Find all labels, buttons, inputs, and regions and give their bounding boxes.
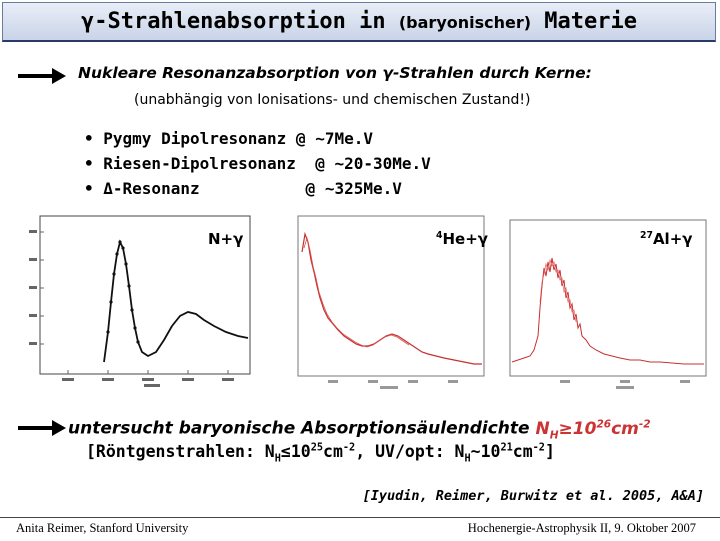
nh-exponent: 26 xyxy=(596,418,612,430)
label-main: Al+γ xyxy=(652,230,693,248)
bullet-item: • Pygmy Dipolresonanz @ ~7Me.V xyxy=(84,129,373,148)
uv-subscript: H xyxy=(464,453,471,465)
column-density-highlight: NH≥1026cm-2 xyxy=(535,418,651,442)
footer-course: Hochenergie-Astrophysik II, 9. Oktober 2… xyxy=(467,521,696,535)
title-part2: (baryonischer) xyxy=(398,13,532,32)
intro-line2: (unabhängig von Ionisations- und chemisc… xyxy=(134,92,531,108)
bullet-item: • Riesen-Dipolresonanz @ ~20-30Me.V xyxy=(84,154,431,173)
title-part1: γ-Strahlenabsorption in xyxy=(80,9,399,34)
xray-exponent: 25 xyxy=(310,442,324,454)
title-bar: γ-Strahlenabsorption in (baryonischer) M… xyxy=(2,2,716,42)
uv-text: , UV/opt: N xyxy=(355,442,465,461)
xray-value: ≤10 xyxy=(280,442,311,461)
plot-label-al-gamma: 27Al+γ xyxy=(640,230,693,248)
slide-title: γ-Strahlenabsorption in (baryonischer) M… xyxy=(81,9,637,34)
plot-n-gamma xyxy=(28,212,260,392)
footer: Anita Reimer, Stanford University Hochen… xyxy=(0,517,720,541)
uv-value: ~10 xyxy=(470,442,501,461)
conclusion-text: untersucht baryonische Absorptionsäulend… xyxy=(68,418,536,439)
bullet-item: • Δ-Resonanz @ ~325Me.V xyxy=(84,179,402,198)
reference-citation: [Iyudin, Reimer, Burwitz et al. 2005, A&… xyxy=(362,488,704,504)
uv-unit-exponent: -2 xyxy=(532,442,545,454)
plot-label-n-gamma: N+γ xyxy=(208,230,244,248)
plot-he-gamma xyxy=(288,212,488,392)
label-main: He+γ xyxy=(442,230,488,248)
title-part3: Materie xyxy=(531,9,638,34)
uv-exponent: 21 xyxy=(500,442,513,454)
label-superscript: 27 xyxy=(640,230,653,241)
nh-subscript: H xyxy=(549,429,559,442)
nh-symbol: N xyxy=(535,418,550,439)
nh-unit-exponent: -2 xyxy=(638,418,651,430)
xray-text: [Röntgenstrahlen: N xyxy=(86,442,275,461)
arrow-right-icon xyxy=(18,420,66,436)
footer-author: Anita Reimer, Stanford University xyxy=(16,521,189,535)
label-superscript: 4 xyxy=(436,230,443,241)
bullet-list: • Pygmy Dipolresonanz @ ~7Me.V • Riesen-D… xyxy=(84,126,431,201)
conclusion-line2: [Röntgenstrahlen: NH≤1025cm-2, UV/opt: N… xyxy=(86,442,555,464)
arrow-right-icon xyxy=(18,68,66,84)
nh-unit: cm xyxy=(611,418,639,439)
intro-line1: Nukleare Resonanzabsorption von γ-Strahl… xyxy=(78,64,592,82)
nh-value: ≥10 xyxy=(558,418,597,439)
xray-unit-exponent: -2 xyxy=(342,442,356,454)
xray-unit: cm xyxy=(323,442,343,461)
uv-unit: cm xyxy=(512,442,533,461)
xray-subscript: H xyxy=(274,453,281,465)
plot-label-he-gamma: 4He+γ xyxy=(436,230,488,248)
conclusion-line1: untersucht baryonische Absorptionsäulend… xyxy=(68,418,651,441)
bracket-close: ] xyxy=(544,442,555,461)
plot-al-gamma xyxy=(500,212,710,392)
